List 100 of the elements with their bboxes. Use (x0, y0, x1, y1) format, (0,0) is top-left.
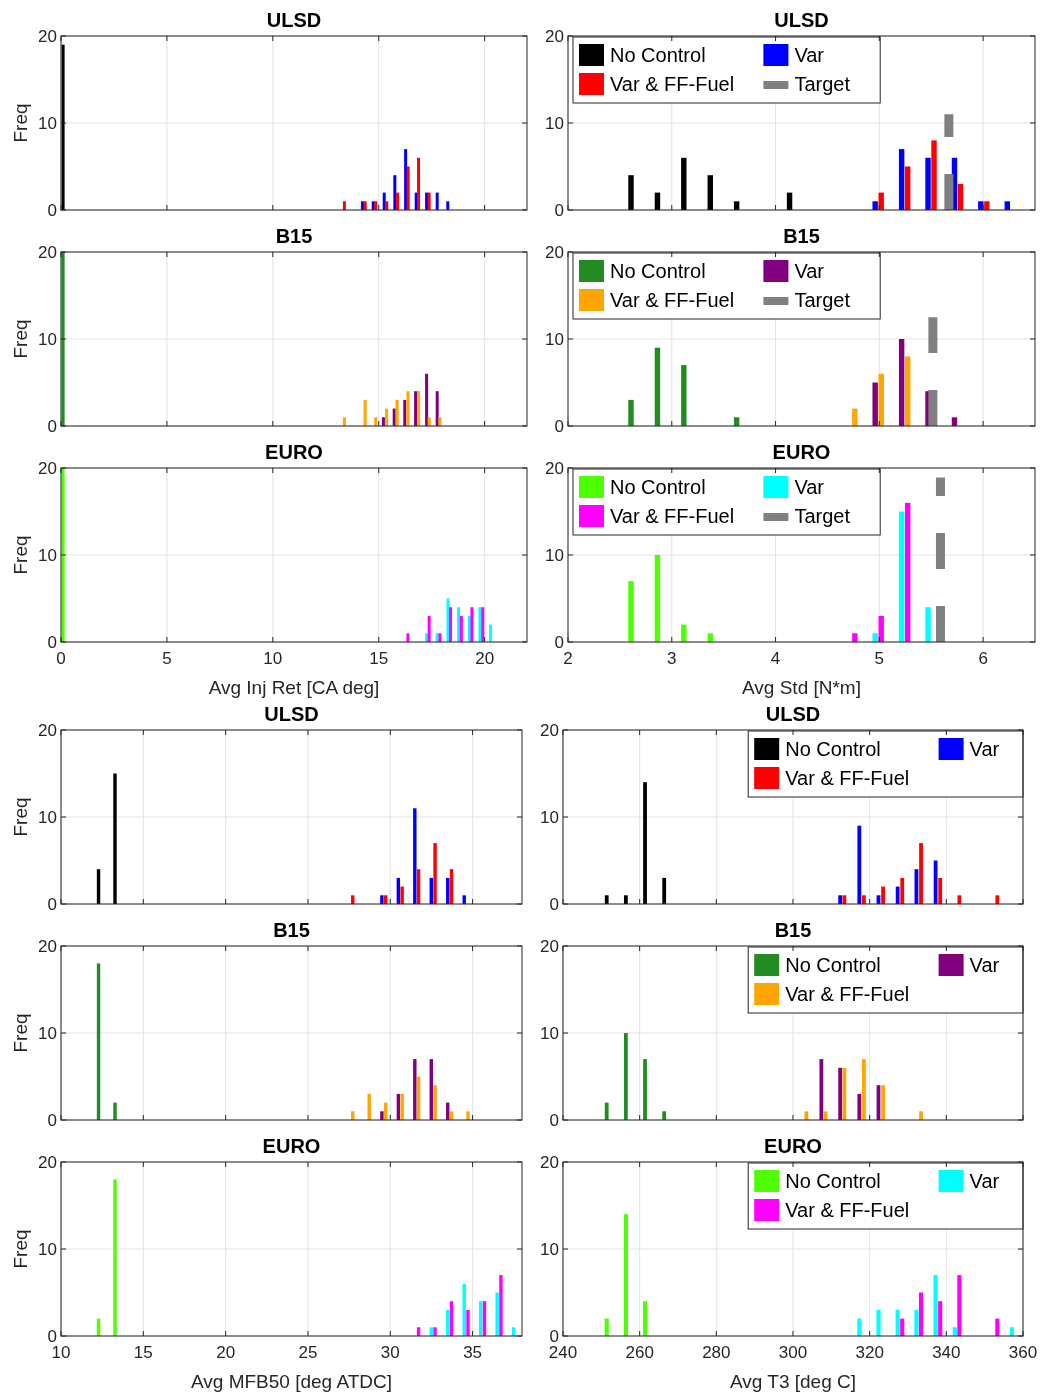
y-tick-label: 20 (545, 459, 564, 478)
chart-title: ULSD (765, 703, 821, 725)
bar (396, 192, 400, 210)
bar (466, 1309, 470, 1336)
bar (403, 399, 407, 426)
bar (495, 1292, 499, 1336)
legend-label: Target (794, 505, 851, 527)
chart-title: B15 (273, 919, 310, 941)
bar (425, 373, 429, 426)
y-tick-label: 10 (38, 330, 57, 349)
y-tick-label: 10 (38, 1024, 57, 1043)
x-tick-label: 20 (475, 649, 495, 668)
y-tick-label: 20 (540, 1153, 559, 1172)
y-tick-label: 20 (38, 459, 57, 478)
bar (446, 201, 450, 210)
bar (933, 1275, 938, 1336)
y-tick-label: 10 (540, 808, 559, 827)
y-tick-label: 20 (38, 27, 57, 46)
bar (406, 633, 410, 642)
x-tick-label: 20 (216, 1343, 236, 1362)
x-tick-label: 25 (298, 1343, 318, 1362)
legend-label: Var (794, 260, 825, 282)
bar (113, 1102, 117, 1120)
bar (857, 1093, 862, 1120)
bar (417, 157, 421, 210)
y-tick-label: 0 (554, 417, 564, 436)
bar (392, 408, 396, 426)
bar (957, 1275, 962, 1336)
bar (642, 1301, 648, 1336)
bar (433, 843, 437, 904)
y-tick-label: 0 (554, 633, 564, 652)
y-tick-label: 10 (38, 808, 57, 827)
bar (919, 843, 923, 904)
bar (938, 877, 943, 904)
chart-title: EURO (764, 1135, 822, 1157)
legend-label: No Control (785, 738, 881, 760)
bar (681, 624, 687, 642)
bar (984, 201, 990, 210)
bar (446, 598, 450, 642)
y-tick-label: 10 (545, 114, 564, 133)
bar (842, 1067, 847, 1120)
bar (406, 391, 410, 426)
bar (425, 633, 429, 642)
bar (113, 773, 117, 904)
y-tick-label: 10 (540, 1024, 559, 1043)
bar (363, 399, 367, 426)
legend-label: Var & FF-Fuel (610, 289, 735, 311)
bar (904, 502, 911, 642)
bar (459, 615, 463, 642)
chart-title: ULSD (266, 9, 322, 31)
bar (385, 201, 389, 210)
bar (643, 1059, 647, 1120)
x-tick-label: 5 (874, 649, 885, 668)
y-axis-title: Freq (10, 1013, 31, 1053)
y-tick-label: 20 (545, 27, 564, 46)
bar (872, 201, 878, 210)
y-tick-label: 0 (554, 201, 564, 220)
bar (433, 1085, 437, 1120)
chart-title: EURO (265, 441, 323, 463)
x-tick-label: 240 (548, 1343, 578, 1362)
legend-label: Var (794, 44, 825, 66)
x-tick-label: 4 (770, 649, 781, 668)
bar (995, 895, 1000, 904)
y-tick-label: 0 (549, 1327, 559, 1346)
legend-label: No Control (785, 1170, 881, 1192)
bar (852, 633, 858, 642)
bar (470, 607, 474, 642)
bar (852, 408, 858, 426)
chart-title: EURO (262, 1135, 321, 1157)
bar (862, 895, 866, 904)
bar (898, 339, 905, 426)
bar (878, 192, 884, 210)
legend-label: Var (969, 954, 1000, 976)
x-tick-label: 320 (855, 1343, 884, 1362)
bar (427, 615, 431, 642)
y-tick-label: 0 (47, 633, 57, 652)
bar (61, 44, 65, 210)
chart-title: B15 (275, 225, 313, 247)
bar (623, 1033, 628, 1120)
y-tick-label: 0 (47, 417, 57, 436)
x-tick-label: 15 (369, 649, 389, 668)
bar (876, 1309, 881, 1336)
x-axis-title: Avg T3 [deg C] (729, 1371, 857, 1392)
bar (628, 581, 634, 642)
bar (623, 1214, 628, 1336)
y-axis-title: Freq (10, 535, 31, 575)
y-tick-label: 0 (549, 895, 559, 914)
y-tick-label: 0 (47, 1327, 57, 1346)
x-tick-label: 10 (263, 649, 283, 668)
bar (623, 895, 628, 904)
y-tick-label: 0 (47, 201, 57, 220)
legend-label: No Control (610, 44, 706, 66)
x-tick-label: 35 (463, 1343, 483, 1362)
bar (957, 895, 962, 904)
bar (406, 166, 410, 210)
x-tick-label: 260 (625, 1343, 654, 1362)
y-tick-label: 20 (38, 243, 57, 262)
legend-label: Var (969, 738, 1000, 760)
bar (838, 1067, 843, 1120)
bar (654, 347, 661, 426)
